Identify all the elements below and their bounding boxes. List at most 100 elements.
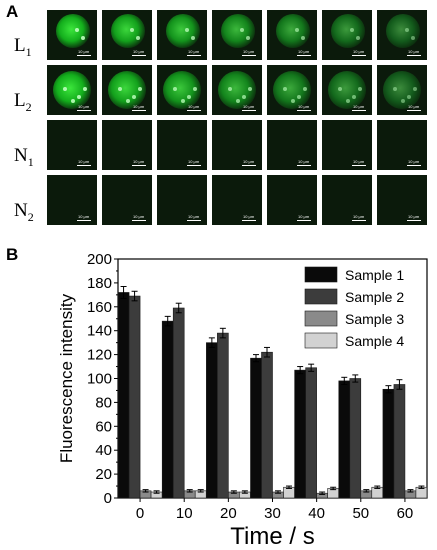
micrograph-tile: 10 μm [377,65,427,115]
micrograph-tile: 10 μm [322,120,372,170]
bar [250,357,262,499]
scale-bar-label: 10 μm [408,159,420,164]
bright-spot [181,99,185,103]
x-axis-label: Time / s [230,523,314,550]
scale-bar [187,55,201,56]
scale-bar [297,110,311,111]
micrograph-tile: 10 μm [157,10,207,60]
scale-bar-label: 10 μm [188,49,200,54]
cell-fluorescence [111,14,145,48]
scale-bar [352,220,366,221]
cell-fluorescence [221,14,255,48]
bar [294,369,306,499]
bright-spot [132,95,136,99]
y-tick-label: 40 [95,442,112,459]
scale-bar [297,220,311,221]
bar [349,378,362,499]
legend-swatch [304,310,338,327]
micrograph-tile: 10 μm [102,120,152,170]
legend-label: Sample 3 [345,311,404,327]
micrograph-tile: 10 μm [377,120,427,170]
scale-bar [407,55,421,56]
bright-spot [295,28,299,32]
scale-bar [242,220,256,221]
scale-bar [407,220,421,221]
scale-bar [352,55,366,56]
scale-bar-label: 10 μm [408,104,420,109]
bright-spot [297,95,301,99]
scale-bar [187,110,201,111]
scale-bar-label: 10 μm [78,49,90,54]
scale-bar-label: 10 μm [353,159,365,164]
legend-swatch [304,288,338,305]
scale-bar-label: 10 μm [188,214,200,219]
cell-fluorescence [276,14,310,48]
bright-spot [338,87,342,91]
panel-a-letter: A [6,2,19,21]
bright-spot [246,36,250,40]
scale-bar-label: 10 μm [78,159,90,164]
scale-bar [352,165,366,166]
x-tick-label: 20 [220,505,237,522]
bar [117,292,130,499]
bright-spot [130,28,134,32]
bar [128,295,141,499]
scale-bar-label: 10 μm [298,104,310,109]
bar-chart: 0 20 40 60 80 100 120 140 160 180 200 0 10 20 30 40 50 60… [57,251,428,550]
row-label: N1 [14,145,34,170]
scale-bar-label: 10 μm [243,49,255,54]
legend-swatch [304,266,338,283]
scale-bar-label: 10 μm [298,214,310,219]
scale-bar [187,220,201,221]
scale-bar-label: 10 μm [298,159,310,164]
bright-spot [393,87,397,91]
micrograph-tile: 10 μm [267,10,317,60]
micrograph-tile: 10 μm [322,10,372,60]
micrograph-tile: 10 μm [267,120,317,170]
micrograph-tile: 10 μm [212,10,262,60]
x-tick-label: 50 [352,505,369,522]
micrograph-tile: 10 μm [157,120,207,170]
micrograph-tile: 10 μm [212,65,262,115]
cell-fluorescence [383,71,421,109]
bright-spot [75,28,79,32]
scale-bar [242,55,256,56]
scale-bar-label: 10 μm [78,214,90,219]
bright-spot [236,99,240,103]
legend-label: Sample 1 [345,267,404,283]
y-tick-label: 120 [87,347,112,364]
micrograph-tile: 10 μm [212,120,262,170]
bar [393,384,406,499]
x-tick-label: 0 [136,505,144,522]
scale-bar [132,220,146,221]
bright-spot [301,36,305,40]
row-label-subscript: 1 [27,154,34,169]
scale-bar-label: 10 μm [133,159,145,164]
scale-bar-label: 10 μm [78,104,90,109]
cell-fluorescence [166,14,200,48]
y-tick-label: 0 [104,490,112,507]
scale-bar [77,220,91,221]
micrograph-tile: 10 μm [47,175,97,225]
y-axis-label: Fluorescence intensity [57,293,76,463]
bar [206,342,218,499]
row-label: L2 [14,90,32,115]
scale-bar-label: 10 μm [188,159,200,164]
bar [382,388,395,499]
scale-bar [132,110,146,111]
row-label: N2 [14,200,34,225]
bright-spot [240,28,244,32]
micrograph-tile: 10 μm [377,175,427,225]
x-tick-label: 10 [176,505,193,522]
row-label-letter: L [14,90,26,111]
micrograph-tile: 10 μm [47,65,97,115]
bright-spot [63,87,67,91]
bright-spot [352,95,356,99]
bright-spot [191,36,195,40]
bright-spot [413,87,417,91]
bright-spot [81,36,85,40]
scale-bar [407,165,421,166]
y-tick-label: 160 [87,299,112,316]
row-label-letter: N [14,145,28,166]
cell-fluorescence [386,14,420,48]
